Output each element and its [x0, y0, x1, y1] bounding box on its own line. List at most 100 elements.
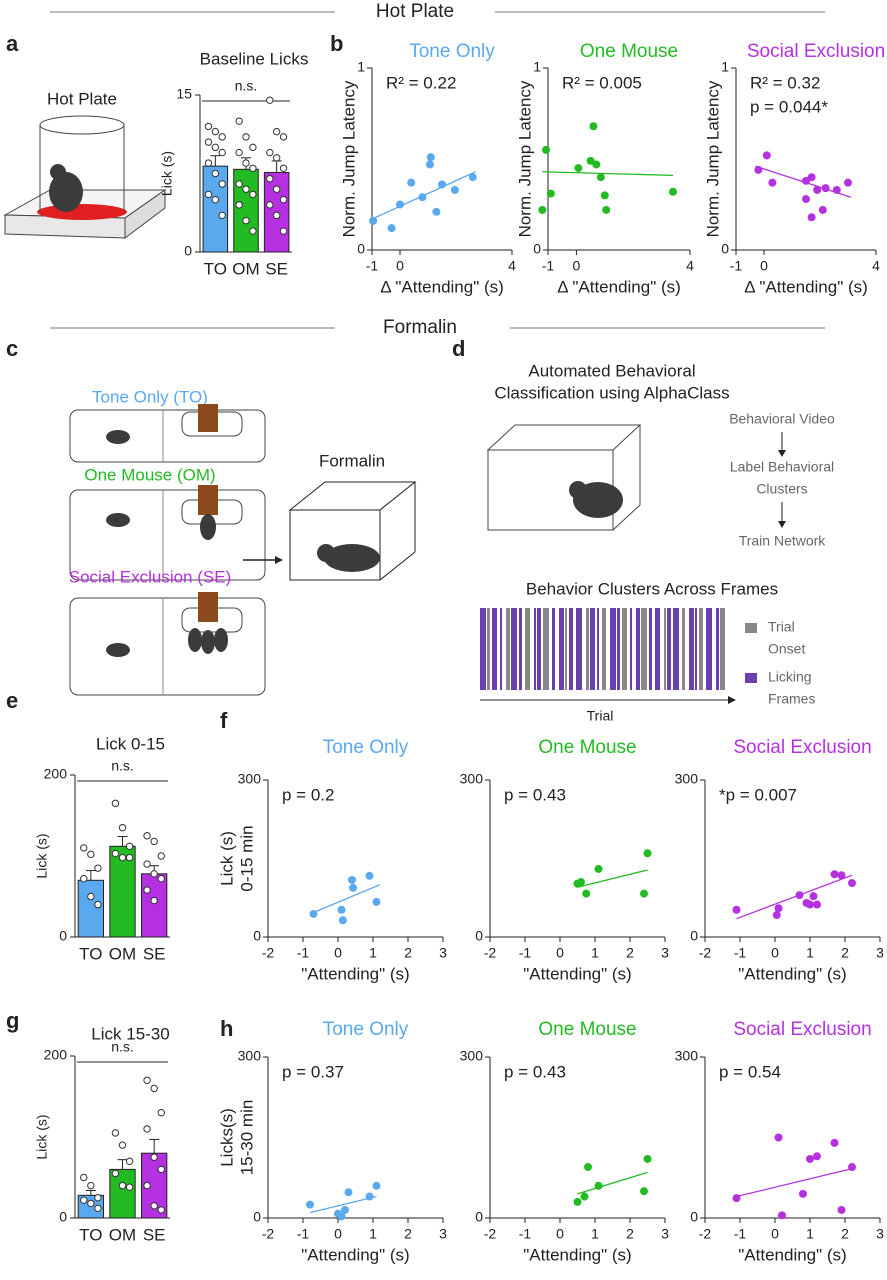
y-axis-label: Lick (s)	[34, 1114, 50, 1159]
x-axis-label: "Attending" (s)	[301, 964, 409, 983]
x-tick-label: 2	[626, 1226, 634, 1242]
panel-letter: h	[220, 1016, 233, 1041]
x-axis-label: Δ "Attending" (s)	[744, 277, 868, 296]
data-point	[774, 1133, 783, 1142]
annotation: p = 0.37	[282, 1062, 344, 1081]
legend-label: Trial	[768, 619, 795, 635]
x-axis-label: "Attending" (s)	[301, 1245, 409, 1264]
mouse	[324, 544, 380, 572]
raster-title: Behavior Clusters Across Frames	[526, 579, 778, 598]
x-axis-label: "Attending" (s)	[523, 1245, 631, 1264]
raster-stripe	[480, 608, 486, 690]
y-tick-label: 200	[44, 766, 68, 782]
data-point	[87, 850, 95, 859]
data-point	[111, 1129, 120, 1137]
y-axis-label: Norm. Jump Latency	[703, 80, 722, 237]
raster-stripe	[655, 608, 660, 690]
legend-label: Licking	[768, 669, 812, 685]
data-point	[235, 148, 243, 157]
data-point	[150, 896, 158, 905]
plate-side	[124, 189, 166, 239]
x-tick-label: -2	[484, 1226, 497, 1242]
data-point	[94, 1204, 102, 1212]
y-tick-label: 300	[675, 771, 699, 787]
data-point	[349, 883, 358, 892]
data-point	[818, 205, 827, 214]
y-tick-label: 0	[253, 928, 261, 944]
fit-line	[542, 171, 673, 177]
data-point	[830, 870, 839, 879]
classification-diagram: Automated Behavioral Classification usin…	[480, 361, 835, 724]
x-tick-label: -1	[297, 945, 310, 961]
data-point	[266, 175, 274, 183]
panel-letter: c	[6, 336, 18, 361]
data-point	[584, 1163, 592, 1172]
y-axis-label: Lick (s)	[34, 833, 50, 878]
data-point	[306, 1200, 314, 1209]
fit-line	[736, 1167, 853, 1198]
x-axis-label: "Attending" (s)	[523, 964, 631, 983]
data-point	[580, 1192, 589, 1201]
data-point	[143, 832, 151, 840]
illustration-label: Hot Plate	[47, 89, 117, 108]
y-tick-label: 1	[533, 59, 541, 75]
mouse	[106, 643, 130, 657]
data-point	[80, 874, 88, 883]
data-point	[218, 180, 226, 188]
x-tick-label: SE	[143, 944, 166, 963]
data-point	[94, 900, 102, 909]
data-point	[806, 900, 814, 909]
data-point	[813, 185, 822, 194]
y-tick-label: 0	[533, 241, 541, 257]
raster-stripe	[500, 608, 502, 690]
box	[486, 424, 642, 451]
data-point	[643, 1154, 652, 1163]
x-tick-label: 3	[439, 945, 447, 961]
data-point	[594, 1181, 603, 1190]
mouse	[317, 544, 335, 562]
data-point	[118, 1141, 127, 1149]
data-point	[468, 173, 477, 182]
data-point	[573, 1197, 582, 1206]
raster-stripe	[519, 608, 522, 690]
data-point	[807, 173, 816, 182]
box	[288, 481, 417, 511]
data-point	[432, 207, 441, 216]
y-tick-label: 300	[238, 771, 262, 787]
raster	[480, 608, 725, 690]
data-point	[813, 900, 821, 909]
raster-stripe	[706, 608, 712, 690]
data-point	[732, 905, 741, 914]
panel-letter: g	[6, 1008, 19, 1033]
raster-stripe	[602, 608, 606, 690]
data-point	[87, 892, 95, 901]
mouse	[569, 481, 587, 499]
x-tick-label: 0	[771, 945, 779, 961]
chart-title: Baseline Licks	[200, 49, 309, 68]
data-point	[87, 1199, 95, 1208]
data-point	[407, 178, 416, 187]
y-tick-label: 0	[475, 1209, 483, 1225]
panel-letter: d	[452, 336, 465, 361]
data-point	[111, 849, 120, 858]
raster-stripe	[511, 608, 517, 690]
data-point	[235, 201, 243, 209]
data-point	[143, 1076, 151, 1085]
data-point	[211, 127, 220, 136]
data-point	[640, 889, 648, 898]
panel-letter: f	[220, 708, 228, 733]
annotation: R² = 0.22	[386, 73, 456, 92]
mouse	[201, 630, 215, 654]
y-axis-label: Norm. Jump Latency	[515, 80, 534, 237]
data-point	[396, 200, 404, 209]
x-tick-label: 3	[661, 1226, 669, 1242]
data-point	[279, 195, 288, 204]
legend-swatch	[745, 673, 757, 683]
raster-stripe	[590, 608, 595, 690]
raster-stripe	[552, 608, 555, 690]
x-tick-label: 1	[806, 1226, 814, 1242]
data-point	[592, 160, 601, 169]
data-point	[111, 799, 120, 808]
section-header: Formalin	[383, 317, 457, 338]
data-point	[150, 1153, 158, 1161]
